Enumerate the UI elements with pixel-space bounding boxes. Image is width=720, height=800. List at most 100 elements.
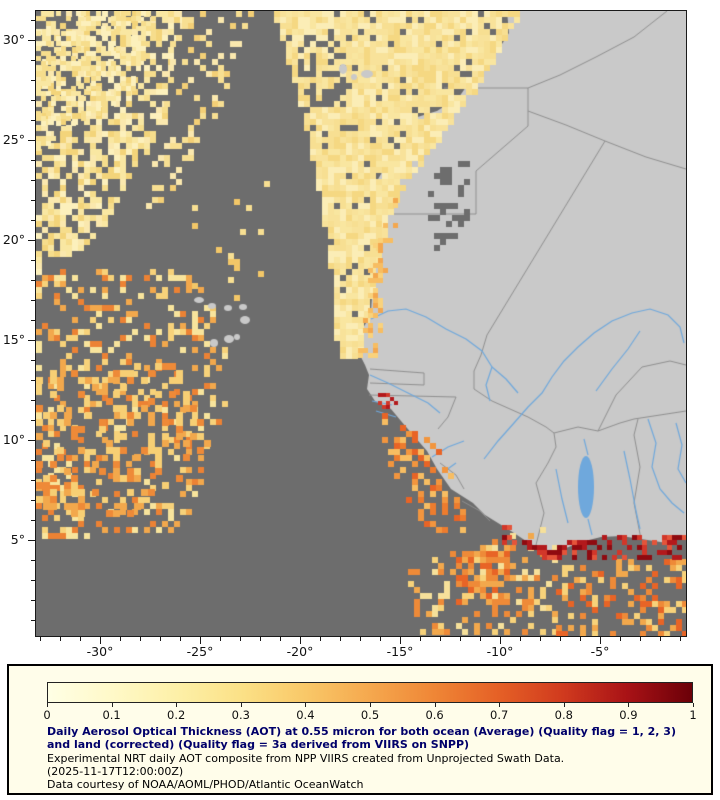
lat-tick-label: 5°: [10, 532, 25, 547]
lat-tick-label: 20°: [2, 232, 25, 247]
lon-minor-tick: [620, 637, 621, 641]
colorbar-tick-mark: [499, 703, 501, 707]
legend-panel: 0 0.1 0.2 0.3 0.4 0.5 0.6 0.7 0.8 0.9 1 Daily Aero…: [7, 664, 713, 795]
map-plot-area: [35, 10, 687, 637]
lat-minor-tick: [31, 360, 35, 361]
lat-tick-label: 10°: [2, 432, 25, 447]
lon-minor-tick: [340, 637, 341, 641]
lat-minor-tick: [31, 460, 35, 461]
lon-tick-label: -25°: [186, 644, 214, 659]
colorbar-tick-label: 0.6: [425, 708, 444, 722]
lat-minor-tick: [31, 180, 35, 181]
lat-minor-tick: [31, 560, 35, 561]
lat-minor-tick: [31, 260, 35, 261]
lon-minor-tick: [160, 637, 161, 641]
lat-major-tick: [28, 240, 35, 241]
aot-colorbar: [47, 682, 693, 703]
lat-minor-tick: [31, 160, 35, 161]
lon-major-tick: [300, 637, 301, 644]
lon-minor-tick: [80, 637, 81, 641]
colorbar-tick-mark: [693, 703, 694, 707]
caption-subtitle: Experimental NRT daily AOT composite fro…: [47, 752, 565, 765]
lon-minor-tick: [440, 637, 441, 641]
lat-minor-tick: [31, 500, 35, 501]
lat-minor-tick: [31, 80, 35, 81]
lat-minor-tick: [31, 520, 35, 521]
lat-minor-tick: [31, 60, 35, 61]
lon-minor-tick: [360, 637, 361, 641]
lat-minor-tick: [31, 280, 35, 281]
lat-minor-tick: [31, 480, 35, 481]
lon-tick-label: -10°: [486, 644, 514, 659]
lat-tick-label: 15°: [2, 332, 25, 347]
lat-major-tick: [28, 440, 35, 441]
lat-minor-tick: [31, 380, 35, 381]
caption-block: Daily Aerosol Optical Thickness (AOT) at…: [47, 725, 697, 791]
lat-minor-tick: [31, 420, 35, 421]
lat-minor-tick: [31, 300, 35, 301]
lon-minor-tick: [420, 637, 421, 641]
lon-minor-tick: [180, 637, 181, 641]
lat-minor-tick: [31, 200, 35, 201]
colorbar-tick-mark: [563, 703, 565, 707]
lat-minor-tick: [31, 120, 35, 121]
caption-title: Daily Aerosol Optical Thickness (AOT) at…: [47, 725, 676, 751]
lat-minor-tick: [31, 20, 35, 21]
lat-major-tick: [28, 40, 35, 41]
lat-minor-tick: [31, 580, 35, 581]
lon-minor-tick: [680, 637, 681, 641]
colorbar-tick-label: 0.5: [360, 708, 380, 722]
colorbar-tick-label: 0.7: [490, 708, 509, 722]
caption-credit: Data courtesy of NOAA/AOML/PHOD/Atlantic…: [47, 778, 364, 791]
lat-tick-label: 30°: [2, 32, 25, 47]
colorbar-tick-label: 0.1: [102, 708, 121, 722]
lon-minor-tick: [120, 637, 121, 641]
lon-minor-tick: [640, 637, 641, 641]
colorbar-tick-label: 0.3: [231, 708, 250, 722]
lon-minor-tick: [540, 637, 541, 641]
lon-major-tick: [600, 637, 601, 644]
lon-minor-tick: [260, 637, 261, 641]
colorbar-tick-label: 0.4: [296, 708, 315, 722]
map-canvas: [36, 11, 686, 636]
colorbar-tick-mark: [111, 703, 113, 707]
colorbar-tick-mark: [240, 703, 242, 707]
lon-minor-tick: [60, 637, 61, 641]
lat-minor-tick: [31, 100, 35, 101]
lat-major-tick: [28, 540, 35, 541]
colorbar-tick-mark: [370, 703, 371, 707]
lon-minor-tick: [560, 637, 561, 641]
colorbar-tick-mark: [47, 703, 48, 707]
lon-minor-tick: [580, 637, 581, 641]
lon-minor-tick: [220, 637, 221, 641]
colorbar-tick-mark: [434, 703, 436, 707]
colorbar-tick-label: 0: [43, 708, 51, 722]
lon-major-tick: [100, 637, 101, 644]
lat-major-tick: [28, 140, 35, 141]
lat-minor-tick: [31, 620, 35, 621]
colorbar-tick-mark: [305, 703, 307, 707]
colorbar-tick-label: 1: [689, 708, 697, 722]
lon-minor-tick: [660, 637, 661, 641]
lat-minor-tick: [31, 600, 35, 601]
lon-tick-label: -30°: [86, 644, 114, 659]
lon-major-tick: [400, 637, 401, 644]
lon-tick-label: -15°: [386, 644, 414, 659]
colorbar-tick-mark: [628, 703, 630, 707]
lat-major-tick: [28, 340, 35, 341]
lon-minor-tick: [280, 637, 281, 641]
lon-major-tick: [500, 637, 501, 644]
colorbar-tick-mark: [176, 703, 178, 707]
lon-minor-tick: [460, 637, 461, 641]
caption-timestamp: (2025-11-17T12:00:00Z): [47, 765, 184, 778]
colorbar-tick-label: 0.9: [619, 708, 638, 722]
colorbar-tick-label: 0.8: [554, 708, 573, 722]
lat-minor-tick: [31, 320, 35, 321]
lon-minor-tick: [380, 637, 381, 641]
lon-minor-tick: [140, 637, 141, 641]
lat-minor-tick: [31, 220, 35, 221]
lat-tick-label: 25°: [2, 132, 25, 147]
lon-tick-label: -20°: [286, 644, 314, 659]
lon-minor-tick: [480, 637, 481, 641]
